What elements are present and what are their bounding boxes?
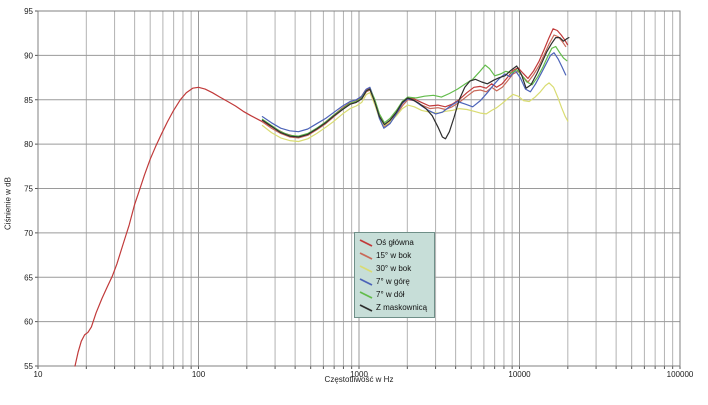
y-tick-label: 80 (24, 140, 33, 149)
legend-item-7-deg-up: 7° w górę (359, 275, 427, 288)
legend-item-label: 7° w dół (376, 290, 405, 299)
legend-swatch-line-icon (359, 277, 373, 286)
y-tick-label: 85 (24, 96, 33, 105)
y-tick-label: 90 (24, 51, 33, 60)
legend-swatch-line-icon (359, 251, 373, 260)
plot-border (37, 10, 681, 367)
legend: Oś główna 15° w bok 30° w bok 7° w górę 7° w… (354, 232, 436, 318)
series-15-deg-side (261, 34, 567, 139)
legend-swatch-line-icon (359, 264, 373, 273)
legend-swatch-line-icon (359, 303, 373, 312)
legend-swatch-line-icon (359, 290, 373, 299)
legend-item-label: Z maskownicą (376, 303, 428, 312)
legend-swatch-line-icon (359, 238, 373, 247)
x-tick-label: 100000 (667, 370, 694, 379)
legend-item-with-grille: Z maskownicą (359, 301, 427, 314)
legend-item-30-deg-side: 30° w bok (359, 262, 427, 275)
legend-swatch-stroke (359, 290, 373, 299)
series-7-deg-up (261, 52, 567, 133)
y-tick-label: 55 (24, 362, 33, 371)
legend-item-main-axis: Oś główna (359, 236, 427, 249)
legend-swatch-stroke (359, 238, 373, 247)
series-with-grille (261, 37, 570, 140)
y-tick-label: 70 (24, 229, 33, 238)
y-tick-label: 75 (24, 185, 33, 194)
y-axis-title: Ciśnienie w dB (3, 177, 13, 230)
legend-item-7-deg-down: 7° w dół (359, 288, 427, 301)
legend-item-label: 15° w bok (376, 251, 412, 260)
x-tick-label: 10 (34, 370, 43, 379)
legend-swatch-stroke (359, 251, 373, 260)
y-tick-label: 95 (24, 7, 33, 16)
legend-swatch-stroke (359, 264, 373, 273)
y-tick-label: 65 (24, 273, 33, 282)
legend-item-label: Oś główna (376, 238, 414, 247)
legend-swatch-stroke (359, 303, 373, 312)
legend-item-label: 7° w górę (376, 277, 410, 286)
series-7-deg-down (261, 45, 568, 137)
series-main-axis (74, 28, 569, 367)
legend-item-label: 30° w bok (376, 264, 412, 273)
x-tick-label: 100 (192, 370, 206, 379)
x-axis-title: Częstotliwość w Hz (324, 375, 394, 384)
x-tick-label: 1000 (350, 370, 368, 379)
legend-swatch-stroke (359, 277, 373, 286)
x-tick-label: 10000 (508, 370, 531, 379)
legend-item-15-deg-side: 15° w bok (359, 249, 427, 262)
y-tick-label: 60 (24, 318, 33, 327)
